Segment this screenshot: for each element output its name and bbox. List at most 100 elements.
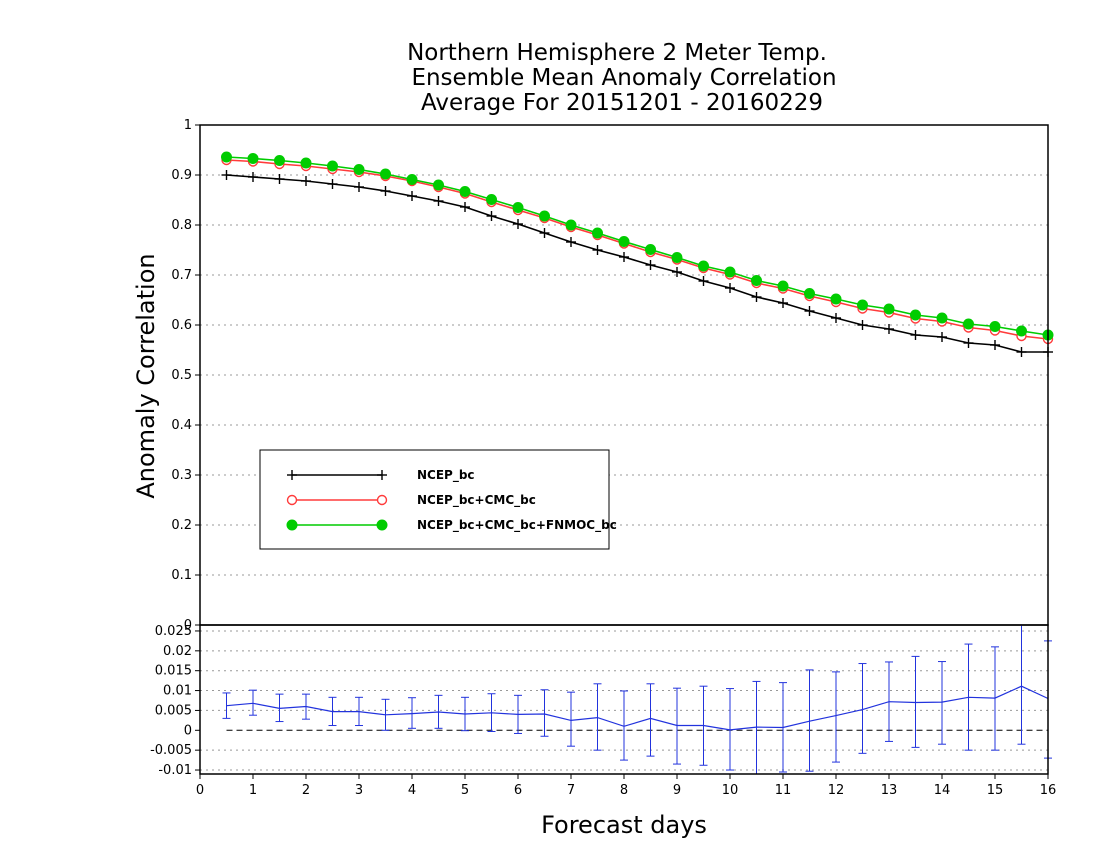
error-bar bbox=[673, 687, 681, 765]
chart-title: Northern Hemisphere 2 Meter Temp. Ensemb… bbox=[407, 40, 836, 116]
main-gridlines bbox=[195, 124, 1048, 626]
series-point bbox=[592, 227, 603, 239]
series-point bbox=[248, 172, 258, 182]
x-tick-label: 16 bbox=[1040, 783, 1057, 798]
difference-y-tick-label: 0.025 bbox=[155, 624, 192, 639]
series-point bbox=[301, 176, 311, 186]
series-point bbox=[910, 330, 921, 340]
difference-y-tick-labels: 0.025 0.02 0.015 0.01 0.005 0 -0.005 -0.01 bbox=[150, 624, 192, 778]
difference-y-tick-label: 0 bbox=[184, 723, 192, 738]
legend-marker bbox=[377, 470, 387, 480]
chart-title-line-3: Average For 20151201 - 20160229 bbox=[421, 90, 823, 116]
series-point bbox=[937, 332, 947, 342]
x-axis-label: Forecast days bbox=[541, 811, 707, 839]
series-point bbox=[698, 276, 709, 286]
series-point bbox=[380, 168, 391, 180]
main-y-tick-label: 1 bbox=[184, 118, 192, 133]
legend: NCEP_bc NCEP_bc+CMC_bc NCEP_bc+CMC_bc+FNMO… bbox=[259, 449, 617, 550]
error-bar bbox=[249, 689, 257, 716]
series-point bbox=[645, 260, 656, 270]
series-point bbox=[566, 237, 576, 247]
series-line bbox=[226, 174, 1048, 353]
error-bar bbox=[911, 655, 920, 748]
series-point bbox=[618, 236, 630, 247]
series-line bbox=[226, 159, 1049, 340]
series-point bbox=[406, 174, 418, 185]
error-bar bbox=[620, 690, 628, 761]
legend-marker bbox=[376, 494, 388, 506]
series-point bbox=[725, 283, 735, 293]
main-y-tick-label: 0.9 bbox=[171, 168, 192, 183]
main-y-tick-label: 0.2 bbox=[171, 518, 192, 533]
series-point bbox=[407, 191, 417, 201]
series-point bbox=[724, 266, 736, 278]
series-point bbox=[671, 252, 683, 263]
series-point bbox=[433, 196, 444, 206]
main-y-tick-label: 0.6 bbox=[171, 318, 192, 333]
series-point bbox=[751, 292, 762, 302]
x-tick-label: 5 bbox=[461, 783, 469, 798]
series-point bbox=[778, 298, 788, 308]
series-point bbox=[883, 303, 895, 315]
series-point bbox=[221, 151, 232, 163]
series-point bbox=[1016, 325, 1027, 337]
series-point bbox=[565, 219, 577, 231]
y-axis-label: Anomaly Correlation bbox=[132, 253, 160, 498]
main-y-tick-label: 0 bbox=[184, 618, 192, 633]
series-point bbox=[857, 320, 868, 330]
series-point bbox=[327, 179, 338, 189]
x-tick-label: 13 bbox=[881, 783, 898, 798]
series-point bbox=[539, 228, 550, 238]
legend-marker bbox=[286, 519, 298, 531]
series-0 bbox=[221, 170, 1053, 357]
series-point bbox=[830, 293, 842, 305]
chart-title-line-2: Ensemble Mean Anomaly Correlation bbox=[411, 65, 836, 91]
difference-line bbox=[226, 685, 1049, 731]
x-tick-label: 14 bbox=[934, 783, 951, 798]
x-tick-label: 2 bbox=[302, 783, 310, 798]
series-point bbox=[459, 186, 471, 197]
x-tick-labels: 0 1 2 3 4 5 6 7 8 9 10 11 12 13 14 15 16 bbox=[196, 774, 1056, 798]
series-point bbox=[327, 160, 338, 172]
series-point bbox=[857, 299, 868, 311]
error-bar bbox=[832, 671, 840, 763]
series-point bbox=[990, 340, 1000, 350]
main-y-tick-labels: 0 0.1 0.2 0.3 0.4 0.5 0.6 0.7 0.8 0.9 1 bbox=[171, 118, 192, 633]
series-point bbox=[804, 306, 815, 316]
x-tick-label: 1 bbox=[249, 783, 257, 798]
x-tick-label: 0 bbox=[196, 783, 204, 798]
series-point bbox=[460, 202, 470, 212]
difference-y-tick-label: 0.015 bbox=[155, 664, 192, 679]
error-bar bbox=[567, 691, 575, 747]
series-point bbox=[512, 202, 524, 213]
legend-marker bbox=[286, 494, 298, 506]
chart-title-line-1: Northern Hemisphere 2 Meter Temp. bbox=[407, 40, 827, 66]
series-point bbox=[592, 245, 603, 255]
difference-series-group bbox=[222, 625, 1052, 775]
legend-label: NCEP_bc bbox=[417, 468, 475, 483]
x-tick-label: 7 bbox=[567, 783, 575, 798]
series-point bbox=[777, 280, 789, 292]
series-point bbox=[963, 318, 974, 330]
difference-y-tick-label: 0.02 bbox=[163, 644, 192, 659]
series-point bbox=[672, 267, 682, 277]
error-bar bbox=[1017, 625, 1026, 745]
legend-label: NCEP_bc+CMC_bc bbox=[417, 493, 536, 508]
legend-marker bbox=[376, 519, 388, 531]
series-point bbox=[1016, 347, 1027, 357]
series-point bbox=[354, 182, 364, 192]
series-point bbox=[539, 210, 550, 222]
series-point bbox=[380, 186, 391, 196]
series-line bbox=[226, 156, 1049, 336]
series-point bbox=[804, 288, 815, 299]
series-point bbox=[645, 244, 656, 255]
series-point bbox=[247, 153, 259, 164]
main-y-tick-label: 0.3 bbox=[171, 468, 192, 483]
main-y-tick-label: 0.4 bbox=[171, 418, 192, 433]
error-bar bbox=[858, 663, 867, 754]
x-tick-label: 8 bbox=[620, 783, 628, 798]
error-bar bbox=[593, 683, 602, 751]
series-point bbox=[486, 211, 497, 221]
series-point bbox=[486, 194, 497, 205]
